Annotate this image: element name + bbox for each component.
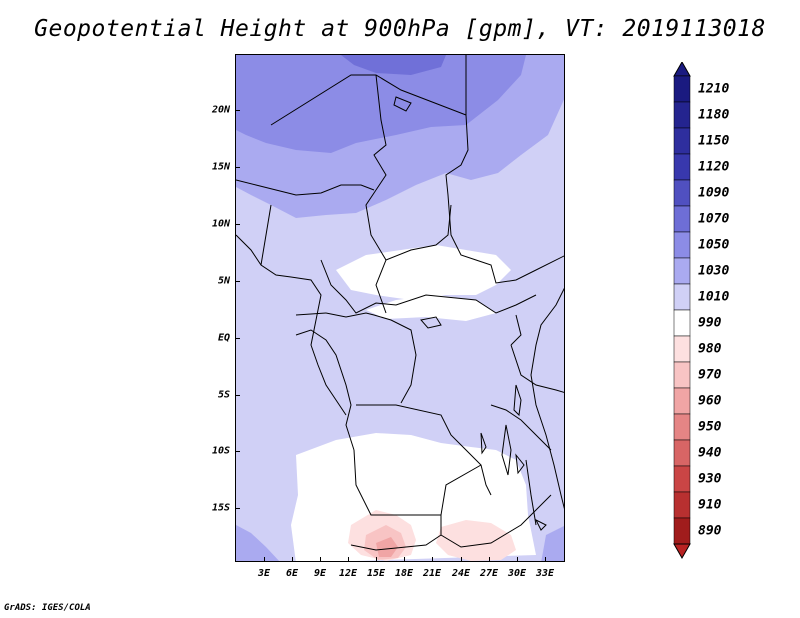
colorbar-swatch xyxy=(673,127,691,155)
shade-1030-sw xyxy=(236,525,280,561)
colorbar-swatch xyxy=(673,257,691,285)
colorbar-swatch xyxy=(673,491,691,519)
lon-label-3e: 3E xyxy=(257,568,271,579)
lon-label-12e: 12E xyxy=(338,568,358,579)
lon-label-30e: 30E xyxy=(507,568,527,579)
colorbar-label: 1180 xyxy=(698,107,730,123)
colorbar-swatch xyxy=(673,283,691,311)
lon-label-21e: 21E xyxy=(422,568,442,579)
lon-tick xyxy=(545,557,546,562)
colorbar-label: 1050 xyxy=(698,237,730,253)
lon-tick xyxy=(489,557,490,562)
lat-label-15s: 15S xyxy=(211,502,230,514)
lon-label-9e: 9E xyxy=(313,568,327,579)
shade-1070 xyxy=(341,55,446,75)
lat-tick xyxy=(235,110,240,111)
lon-tick xyxy=(517,557,518,562)
lon-tick xyxy=(320,557,321,562)
lon-label-27e: 27E xyxy=(479,568,499,579)
colorbar-label: 1120 xyxy=(698,159,730,175)
colorbar-label: 1150 xyxy=(698,133,730,149)
colorbar-label: 1210 xyxy=(698,81,730,97)
colorbar-swatch xyxy=(673,153,691,181)
lat-label-10s: 10S xyxy=(211,445,230,457)
colorbar-swatch xyxy=(673,387,691,415)
colorbar-swatch xyxy=(673,335,691,363)
colorbar-swatch xyxy=(673,465,691,493)
colorbar-label: 1030 xyxy=(698,263,730,279)
map-plot-area xyxy=(235,54,565,562)
colorbar-swatch xyxy=(673,361,691,389)
lat-label-5s: 5S xyxy=(217,389,230,401)
lat-tick xyxy=(235,451,240,452)
shade-1050 xyxy=(236,55,526,153)
lon-tick xyxy=(376,557,377,562)
lon-label-15e: 15E xyxy=(366,568,386,579)
colorbar-swatch xyxy=(673,179,691,207)
lon-label-6e: 6E xyxy=(285,568,299,579)
colorbar-label: 1070 xyxy=(698,211,730,227)
colorbar-bottom-arrow xyxy=(673,543,691,560)
lat-tick xyxy=(235,281,240,282)
colorbar-label: 1010 xyxy=(698,289,730,305)
colorbar-label: 890 xyxy=(698,523,722,539)
colorbar-label: 970 xyxy=(698,367,722,383)
colorbar-top-arrow xyxy=(673,62,691,77)
lat-tick xyxy=(235,224,240,225)
shade-990-north xyxy=(336,245,511,300)
lon-label-33e: 33E xyxy=(535,568,555,579)
lon-tick xyxy=(292,557,293,562)
map-field xyxy=(236,55,564,561)
lon-tick xyxy=(461,557,462,562)
colorbar-label: 910 xyxy=(698,497,722,513)
lon-tick xyxy=(348,557,349,562)
lat-label-eq: EQ xyxy=(217,332,230,344)
shade-960 xyxy=(376,537,398,557)
lat-label-20n: 20N xyxy=(211,104,230,116)
colorbar-swatch xyxy=(673,517,691,545)
lat-label-10n: 10N xyxy=(211,218,230,230)
colorbar-swatch xyxy=(673,439,691,467)
grads-credit: GrADS: IGES/COLA xyxy=(4,603,91,613)
lon-tick xyxy=(264,557,265,562)
east-coastline xyxy=(530,287,564,510)
colorbar-label: 950 xyxy=(698,419,722,435)
colorbar-label: 980 xyxy=(698,341,722,357)
lon-label-24e: 24E xyxy=(451,568,471,579)
colorbar-swatch xyxy=(673,231,691,259)
shade-1030-se xyxy=(541,526,564,561)
colorbar-swatch xyxy=(673,101,691,129)
lat-label-15n: 15N xyxy=(211,161,230,173)
colorbar-label: 940 xyxy=(698,445,722,461)
colorbar xyxy=(673,62,691,560)
colorbar-swatch xyxy=(673,75,691,103)
lakes xyxy=(393,96,547,531)
colorbar-label: 930 xyxy=(698,471,722,487)
lat-tick xyxy=(235,338,240,339)
lat-label-5n: 5N xyxy=(217,275,230,287)
west-coastline xyxy=(236,234,347,416)
colorbar-label: 960 xyxy=(698,393,722,409)
country-borders xyxy=(236,55,564,551)
lat-tick xyxy=(235,508,240,509)
shade-990-congo xyxy=(366,295,496,321)
lon-tick xyxy=(432,557,433,562)
lon-tick xyxy=(404,557,405,562)
lat-tick xyxy=(235,167,240,168)
colorbar-label: 1090 xyxy=(698,185,730,201)
colorbar-swatch xyxy=(673,413,691,441)
lat-tick xyxy=(235,395,240,396)
colorbar-label: 990 xyxy=(698,315,722,331)
lon-label-18e: 18E xyxy=(394,568,414,579)
shade-980-b xyxy=(436,520,516,561)
chart-title: Geopotential Height at 900hPa [gpm], VT:… xyxy=(34,16,766,42)
colorbar-swatch xyxy=(673,309,691,337)
colorbar-swatch xyxy=(673,205,691,233)
